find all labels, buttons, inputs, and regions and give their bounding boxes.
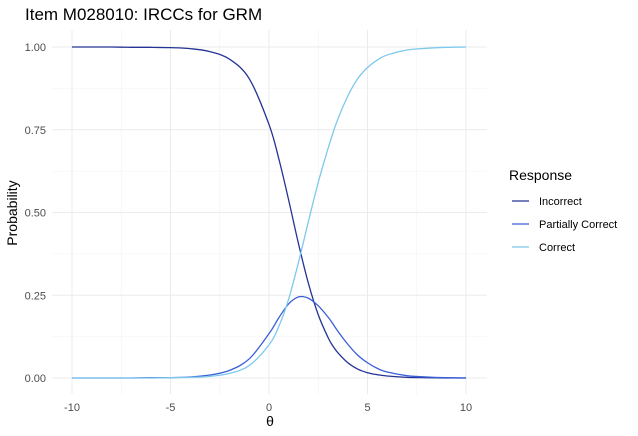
y-tick-label: 0.00 bbox=[25, 373, 46, 385]
x-tick-label: 5 bbox=[364, 402, 370, 414]
series-lines bbox=[71, 46, 467, 379]
legend-label-correct: Correct bbox=[539, 242, 575, 254]
x-axis-title: θ bbox=[266, 413, 274, 429]
y-axis-ticks: 0.00 0.25 0.50 0.75 1.00 bbox=[25, 42, 46, 385]
x-tick-label: 0 bbox=[266, 402, 272, 414]
legend-label-partially-correct: Partially Correct bbox=[539, 219, 617, 231]
x-tick-label: 10 bbox=[460, 402, 472, 414]
x-tick-label: -10 bbox=[64, 402, 80, 414]
legend: Response Incorrect Partially Correct Corre… bbox=[509, 167, 617, 254]
series-line-correct bbox=[71, 46, 467, 379]
legend-title: Response bbox=[509, 167, 572, 183]
grid bbox=[52, 30, 487, 394]
chart-title: Item M028010: IRCCs for GRM bbox=[25, 5, 262, 24]
legend-label-incorrect: Incorrect bbox=[539, 196, 582, 208]
y-tick-label: 0.75 bbox=[25, 125, 46, 137]
y-axis-title: Probability bbox=[4, 180, 20, 245]
x-tick-label: -5 bbox=[166, 402, 176, 414]
y-tick-label: 0.50 bbox=[25, 208, 46, 220]
y-tick-label: 1.00 bbox=[25, 42, 46, 54]
x-axis-ticks: -10 -5 0 5 10 bbox=[64, 402, 472, 414]
y-tick-label: 0.25 bbox=[25, 290, 46, 302]
series-line-incorrect bbox=[72, 46, 467, 379]
